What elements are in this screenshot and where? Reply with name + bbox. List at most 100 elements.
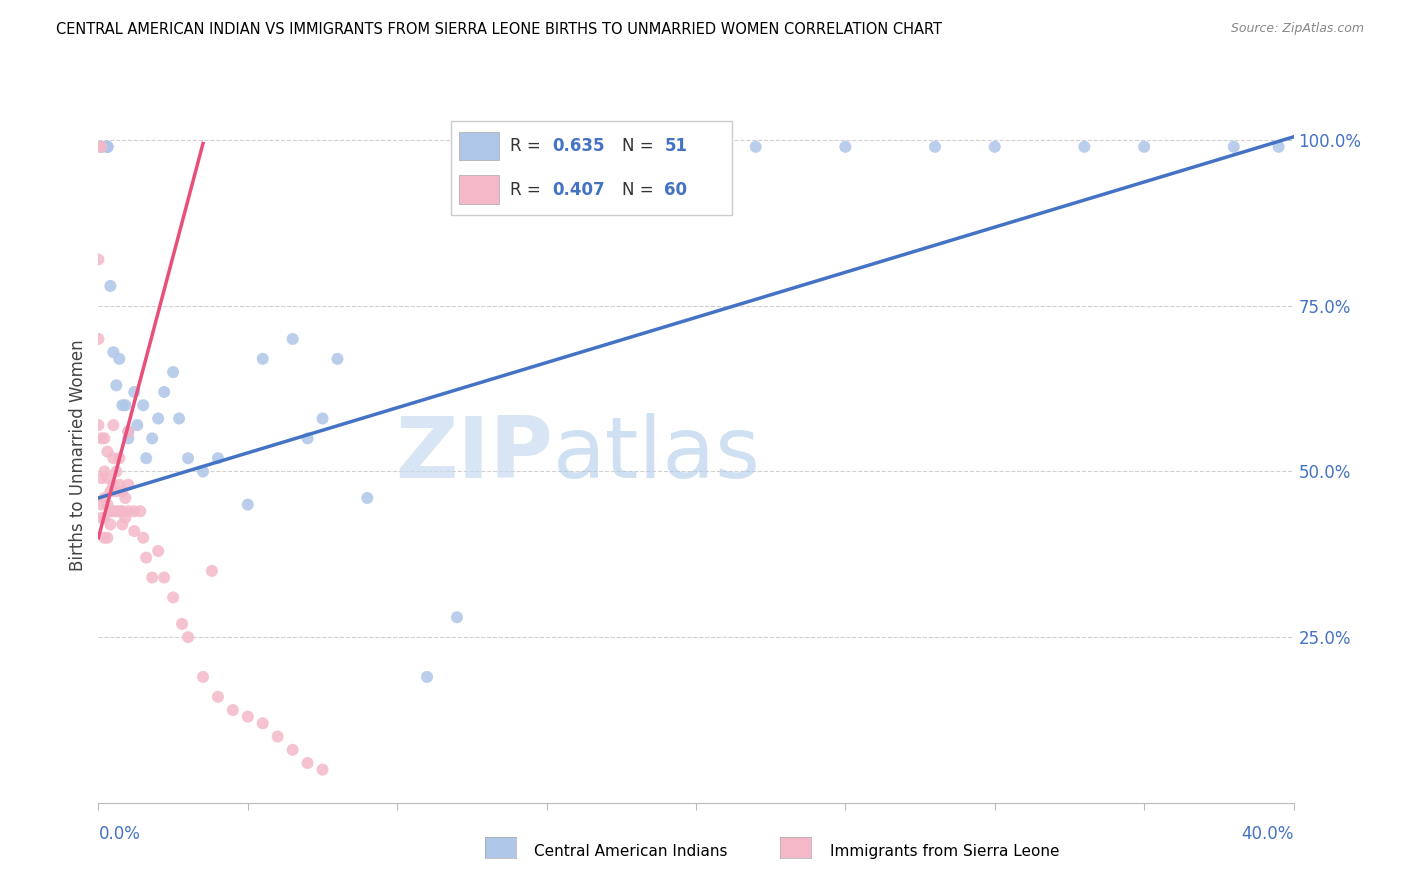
Point: [90, 471, 112, 485]
Point: [96, 444, 118, 458]
Point: [96, 140, 118, 154]
Point: [222, 703, 245, 717]
Point: [162, 591, 184, 605]
Text: ZIP: ZIP: [395, 413, 553, 497]
Point: [129, 504, 152, 518]
Point: [96, 498, 118, 512]
Point: [984, 140, 1007, 154]
Point: [105, 378, 128, 392]
Point: [236, 498, 259, 512]
Point: [117, 504, 139, 518]
Point: [96, 140, 118, 154]
Text: 0.0%: 0.0%: [98, 825, 141, 843]
Point: [177, 451, 200, 466]
Point: [114, 398, 136, 412]
Point: [96, 140, 118, 154]
Point: [87, 418, 110, 433]
Point: [105, 484, 128, 499]
Point: [87, 140, 110, 154]
Point: [103, 451, 125, 466]
Point: [90, 140, 112, 154]
Point: [124, 504, 146, 518]
Point: [135, 451, 157, 466]
Point: [141, 570, 163, 584]
Point: [311, 411, 333, 425]
Point: [191, 670, 214, 684]
Point: [96, 531, 118, 545]
Point: [96, 140, 118, 154]
Point: [162, 365, 184, 379]
Point: [1267, 140, 1289, 154]
Point: [108, 477, 131, 491]
Point: [153, 384, 176, 399]
Text: CENTRAL AMERICAN INDIAN VS IMMIGRANTS FROM SIERRA LEONE BIRTHS TO UNMARRIED WOME: CENTRAL AMERICAN INDIAN VS IMMIGRANTS FR…: [56, 22, 942, 37]
Text: 40.0%: 40.0%: [1241, 825, 1294, 843]
Point: [100, 279, 122, 293]
Point: [105, 465, 128, 479]
Point: [191, 465, 214, 479]
Point: [103, 418, 125, 433]
Point: [127, 418, 149, 433]
Point: [153, 570, 176, 584]
Point: [93, 431, 115, 445]
Point: [141, 431, 163, 445]
Point: [90, 431, 112, 445]
Point: [356, 491, 378, 505]
Point: [108, 351, 131, 366]
Point: [416, 670, 439, 684]
Point: [90, 140, 112, 154]
Point: [148, 411, 170, 425]
Point: [93, 491, 115, 505]
Point: [924, 140, 946, 154]
Point: [90, 511, 112, 525]
Point: [446, 610, 468, 624]
Point: [132, 398, 155, 412]
Point: [111, 398, 134, 412]
Point: [103, 504, 125, 518]
Point: [148, 544, 170, 558]
Point: [117, 425, 139, 439]
Point: [132, 531, 155, 545]
Point: [135, 550, 157, 565]
Point: [281, 743, 304, 757]
Point: [111, 504, 134, 518]
Point: [297, 431, 319, 445]
Point: [114, 491, 136, 505]
Point: [281, 332, 304, 346]
Point: [311, 763, 333, 777]
Point: [108, 504, 131, 518]
Point: [1133, 140, 1156, 154]
Point: [93, 465, 115, 479]
Point: [103, 477, 125, 491]
Point: [93, 531, 115, 545]
Point: [167, 411, 190, 425]
Point: [326, 351, 349, 366]
Point: [100, 484, 122, 499]
Point: [87, 252, 110, 267]
Y-axis label: Births to Unmarried Women: Births to Unmarried Women: [69, 339, 87, 571]
Point: [87, 332, 110, 346]
Point: [207, 451, 229, 466]
Point: [1223, 140, 1246, 154]
Point: [111, 517, 134, 532]
Point: [100, 517, 122, 532]
Point: [207, 690, 229, 704]
Point: [201, 564, 224, 578]
Point: [90, 140, 112, 154]
Text: atlas: atlas: [553, 413, 761, 497]
Point: [100, 504, 122, 518]
Point: [117, 477, 139, 491]
Point: [105, 504, 128, 518]
Point: [252, 716, 274, 731]
Point: [236, 709, 259, 723]
Point: [252, 351, 274, 366]
Point: [1073, 140, 1095, 154]
Point: [565, 140, 588, 154]
Point: [172, 616, 194, 631]
Point: [117, 425, 139, 439]
Point: [114, 511, 136, 525]
Point: [177, 630, 200, 644]
Point: [108, 451, 131, 466]
Point: [124, 524, 146, 538]
Text: Immigrants from Sierra Leone: Immigrants from Sierra Leone: [830, 845, 1059, 859]
